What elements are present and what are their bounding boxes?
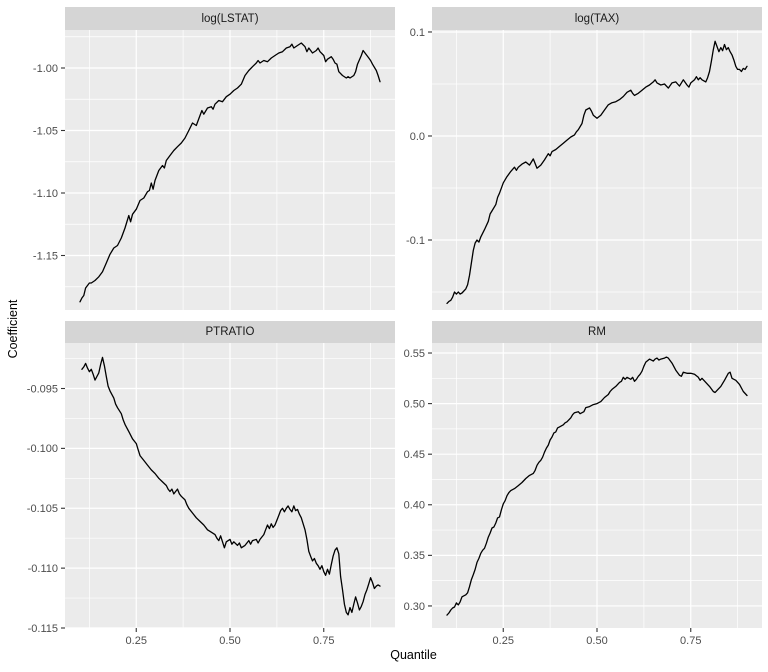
facet-strip-log-lstat: log(LSTAT) [65, 7, 395, 30]
series-line [79, 42, 381, 303]
y-tick-label: -1.00 [33, 63, 58, 75]
y-tick-label: 0.35 [404, 550, 425, 562]
y-tick-label: 0.50 [404, 398, 425, 410]
facet-strip-log-tax: log(TAX) [432, 7, 762, 30]
facet-title-ptratio: PTRATIO [205, 326, 255, 338]
y-axis-title: Coefficient [6, 299, 20, 359]
y-tick-label: -0.100 [27, 443, 58, 455]
y-tick-label: -1.15 [33, 250, 58, 262]
facet-title-log-lstat: log(LSTAT) [201, 12, 259, 25]
y-tick-label: -1.05 [33, 125, 58, 137]
y-tick-label: 0.45 [404, 449, 425, 461]
facet-title-log-tax: log(TAX) [574, 12, 620, 25]
facet-title-rm: RM [588, 326, 606, 338]
y-tick-label: -0.115 [28, 623, 58, 635]
x-tick-label: 0.25 [493, 635, 514, 647]
series-line [446, 40, 748, 305]
y-tick-label: -1.10 [33, 188, 58, 200]
y-tick-label: -0.1 [406, 235, 425, 247]
y-tick-label: 0.0 [410, 131, 425, 143]
series-line [81, 356, 381, 616]
y-tick-label: -0.095 [27, 383, 58, 395]
series-line [446, 356, 748, 616]
x-tick-label: 0.75 [313, 635, 334, 647]
x-tick-label: 0.75 [680, 635, 701, 647]
y-tick-label: 0.40 [404, 500, 425, 512]
x-tick-label: 0.50 [586, 635, 607, 647]
y-tick-label: 0.1 [410, 27, 425, 39]
y-tick-label: 0.30 [404, 601, 425, 613]
y-tick-label: 0.55 [404, 348, 425, 360]
x-axis-title: Quantile [390, 648, 437, 662]
x-tick-label: 0.50 [219, 635, 240, 647]
facet-strip-rm: RM [432, 321, 762, 343]
x-tick-label: 0.25 [126, 635, 147, 647]
y-tick-label: -0.110 [28, 563, 58, 575]
y-tick-label: -0.105 [27, 503, 58, 515]
facet-strip-ptratio: PTRATIO [65, 321, 395, 343]
